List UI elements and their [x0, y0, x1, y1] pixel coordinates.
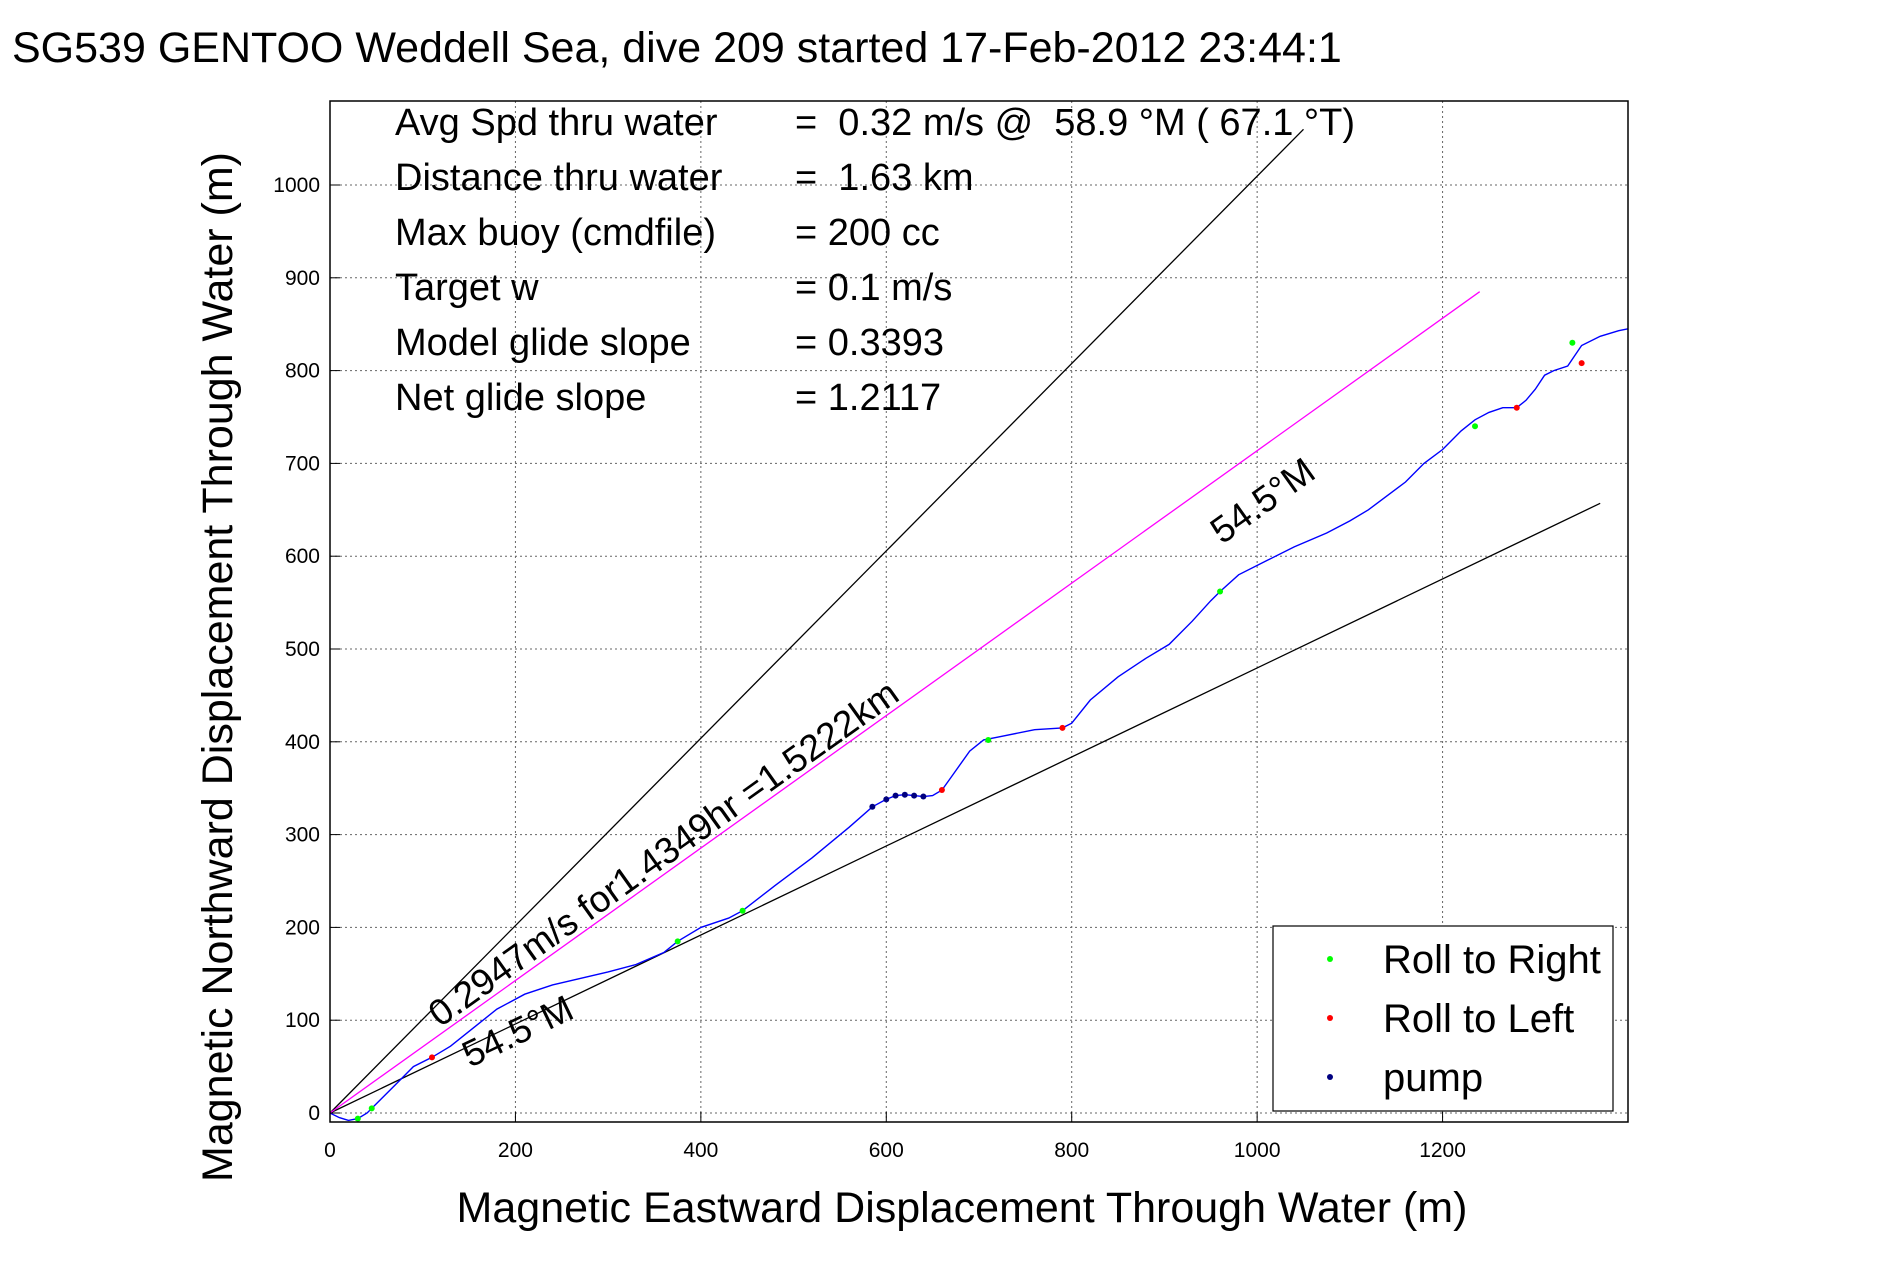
info-value: = 1.2117: [795, 377, 941, 419]
roll-and-pump-markers: [354, 339, 1585, 1122]
roll-left-marker: [1513, 404, 1520, 411]
plot-frame: [329, 100, 1629, 1123]
y-tick-label: 400: [285, 731, 320, 754]
roll-right-marker: [1569, 339, 1576, 346]
x-tick-label: 600: [869, 1139, 904, 1162]
roll-right-marker: [1472, 423, 1479, 430]
legend-label: Roll to Right: [1383, 938, 1601, 982]
roll-right-marker: [368, 1105, 375, 1112]
info-label: Distance thru water: [395, 157, 723, 199]
y-tick-label: 600: [285, 545, 320, 568]
y-axis-label: Magnetic Northward Displacement Through …: [194, 152, 242, 1182]
legend-swatch: [1327, 1015, 1333, 1021]
pump-marker: [901, 791, 908, 798]
roll-right-marker: [354, 1115, 361, 1122]
upper-heading-annotation: 54.5°M: [1203, 450, 1323, 552]
dive-info-block: Avg Spd thru water = 0.32 m/s @ 58.9 °M (…: [395, 102, 1355, 419]
pump-marker: [911, 792, 918, 799]
roll-right-marker: [985, 736, 992, 743]
y-tick-label: 700: [285, 452, 320, 475]
roll-left-marker: [1059, 724, 1066, 731]
current-line: [329, 291, 1481, 1114]
y-tick-label: 1000: [273, 174, 320, 197]
pump-marker: [892, 792, 899, 799]
legend-swatch: [1327, 956, 1333, 962]
legend-label: Roll to Left: [1383, 997, 1574, 1041]
grid-lines: [329, 101, 1628, 1122]
y-tick-label: 300: [285, 824, 320, 847]
legend: Roll to Right Roll to Left pump: [1272, 925, 1614, 1112]
x-tick-label: 400: [683, 1139, 718, 1162]
roll-right-marker: [674, 938, 681, 945]
pump-marker: [883, 796, 890, 803]
track-line-0: [329, 328, 1629, 1122]
info-label: Avg Spd thru water: [395, 102, 718, 144]
roll-right-marker: [739, 907, 746, 914]
info-label: Model glide slope: [395, 322, 691, 364]
roll-left-marker: [428, 1054, 435, 1061]
x-tick-label: 1200: [1419, 1139, 1466, 1162]
info-label: Net glide slope: [395, 377, 646, 419]
legend-swatch: [1327, 1074, 1333, 1080]
info-value: = 1.63 km: [795, 157, 973, 199]
current-speed-annotation: 0.2947m/s for1.4349hr =1.5222km: [421, 672, 906, 1034]
info-label: Max buoy (cmdfile): [395, 212, 716, 254]
info-value: = 0.32 m/s @ 58.9 °M ( 67.1 °T): [795, 102, 1355, 144]
info-value: = 0.3393: [795, 322, 944, 364]
y-tick-label: 900: [285, 267, 320, 290]
roll-right-marker: [1217, 588, 1224, 595]
chart-title: SG539 GENTOO Weddell Sea, dive 209 start…: [12, 24, 1342, 72]
x-tick-label: 200: [498, 1139, 533, 1162]
roll-left-marker: [1578, 360, 1585, 367]
upper-bound-line: [329, 128, 1304, 1114]
info-value: = 200 cc: [795, 212, 940, 254]
reference-lines: [329, 128, 1601, 1114]
y-tick-label: 500: [285, 638, 320, 661]
info-value: = 0.1 m/s: [795, 267, 952, 309]
pump-marker: [920, 793, 927, 800]
y-tick-label: 800: [285, 360, 320, 383]
y-tick-label: 200: [285, 916, 320, 939]
pump-marker: [869, 803, 876, 810]
x-tick-label: 0: [324, 1139, 336, 1162]
x-tick-label: 1000: [1234, 1139, 1281, 1162]
lower-bound-line: [329, 502, 1601, 1114]
legend-label: pump: [1383, 1056, 1483, 1100]
roll-left-marker: [938, 787, 945, 794]
y-tick-label: 0: [308, 1102, 320, 1125]
track-series: [329, 328, 1629, 1122]
info-label: Target w: [395, 267, 539, 309]
x-tick-label: 800: [1054, 1139, 1089, 1162]
x-axis-label: Magnetic Eastward Displacement Through W…: [457, 1184, 1468, 1232]
y-tick-label: 100: [285, 1009, 320, 1032]
axis-ticks: 0 200 400 600 800 1000 1200 0 100 200 300 400 500 600…: [273, 174, 1466, 1162]
heading-annotations: 0.2947m/s for1.4349hr =1.5222km54.5°M54.…: [421, 450, 1323, 1075]
